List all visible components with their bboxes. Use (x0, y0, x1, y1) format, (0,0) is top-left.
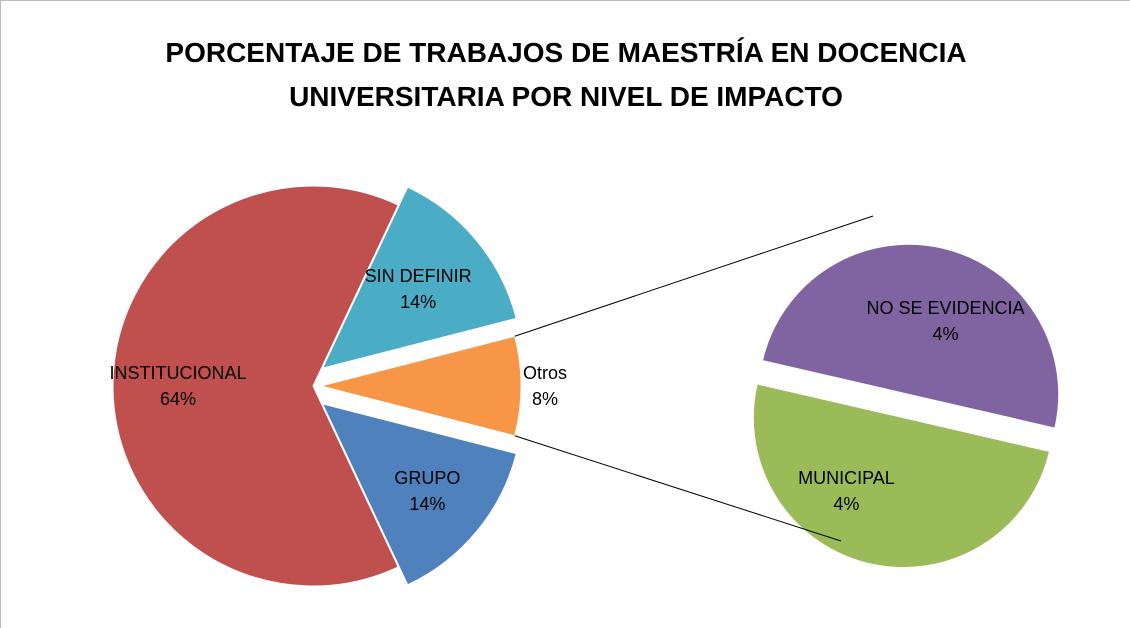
label-text: INSTITUCIONAL (109, 363, 247, 383)
connector-line (514, 215, 874, 337)
pie-slice (321, 403, 517, 586)
label-text: 4% (932, 324, 959, 345)
label-text: SIN DEFINIR (364, 266, 472, 287)
label-text: 14% (409, 493, 446, 514)
data-label: INSTITUCIONAL 64% (93, 360, 263, 412)
label-text: GRUPO (394, 467, 461, 488)
data-label: NO SE EVIDENCIA 4% (836, 295, 1056, 347)
label-text: 4% (833, 493, 860, 514)
label-text: 64% (159, 389, 197, 409)
pie-slice (321, 186, 517, 369)
data-label: GRUPO 14% (342, 465, 512, 517)
chart-title: PORCENTAJE DE TRABAJOS DE MAESTRÍA EN DO… (165, 37, 967, 112)
label-text: MUNICIPAL (798, 467, 895, 488)
label-text: NO SE EVIDENCIA (866, 298, 1025, 319)
data-label: Otros 8% (460, 360, 630, 412)
label-text: Otros (522, 363, 567, 383)
pie-slice (112, 185, 399, 587)
connector-line (514, 435, 842, 542)
label-text: 8% (531, 389, 558, 409)
label-text: 14% (400, 292, 437, 313)
data-label: SIN DEFINIR 14% (358, 263, 478, 315)
pie-slice (761, 244, 1059, 429)
pie-slice (320, 335, 522, 437)
data-label: MUNICIPAL 4% (736, 465, 956, 517)
pie-slice (752, 383, 1051, 569)
